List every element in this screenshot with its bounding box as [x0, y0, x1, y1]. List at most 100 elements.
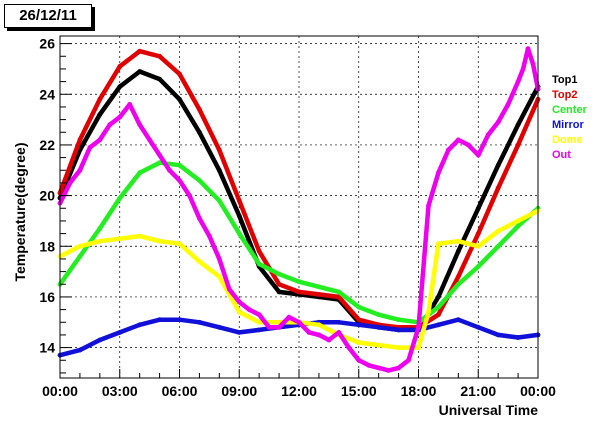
y-axis-label: Temperature(degree) [12, 142, 28, 281]
data-point-center [157, 160, 163, 166]
data-point-top2 [336, 294, 342, 300]
data-point-center [177, 162, 182, 168]
data-point-mirror [376, 324, 382, 330]
data-point-dome [77, 243, 83, 249]
x-tick-label: 06:00 [162, 383, 198, 399]
x-tick-label: 21:00 [460, 383, 496, 399]
data-point-mirror [177, 317, 182, 323]
data-point-center [117, 195, 123, 201]
data-point-out [306, 330, 312, 335]
data-point-out [426, 203, 431, 209]
data-point-dome [426, 309, 431, 315]
data-point-top2 [117, 64, 123, 69]
data-point-dome [455, 238, 461, 244]
data-point-out [117, 114, 123, 120]
data-point-dome [236, 309, 242, 315]
data-point-out [266, 324, 272, 330]
data-point-out [505, 102, 511, 107]
data-point-top1 [515, 122, 521, 128]
data-point-center [336, 289, 342, 295]
data-point-top2 [256, 248, 262, 254]
data-point-top1 [475, 205, 481, 211]
data-point-out [67, 180, 73, 186]
x-tick-label: 03:00 [102, 383, 138, 399]
data-point-top2 [157, 53, 163, 59]
y-tick-label: 16 [39, 289, 55, 305]
data-point-top1 [137, 69, 143, 74]
data-point-mirror [336, 319, 342, 325]
data-point-out [207, 233, 212, 239]
x-tick-label: 09:00 [221, 383, 257, 399]
data-point-out [515, 79, 521, 84]
y-tick-label: 18 [39, 238, 55, 254]
data-point-out [416, 324, 421, 330]
data-point-top1 [97, 112, 103, 117]
data-point-out [356, 357, 362, 363]
x-axis-label: Universal Time [439, 402, 539, 418]
data-point-out [147, 137, 153, 143]
data-point-mirror [436, 322, 441, 328]
data-point-top2 [296, 289, 302, 295]
data-point-top2 [356, 317, 362, 323]
y-tick-label: 24 [39, 86, 55, 102]
data-point-out [296, 319, 302, 325]
data-point-top1 [117, 84, 123, 90]
legend-entry-top2: Top2 [552, 89, 577, 101]
legend-entry-dome: Dome [552, 134, 583, 146]
data-point-dome [495, 228, 501, 234]
data-point-out [276, 324, 282, 330]
data-point-dome [177, 241, 182, 247]
data-point-out [77, 167, 83, 173]
x-tick-label: 18:00 [401, 383, 437, 399]
data-point-out [530, 61, 536, 67]
data-point-top2 [177, 71, 182, 77]
data-point-top2 [77, 137, 83, 143]
axis-ticks [59, 43, 539, 378]
data-point-center [236, 231, 242, 237]
data-point-center [137, 170, 143, 176]
data-point-out [475, 152, 481, 158]
data-point-dome [416, 345, 421, 350]
data-point-top2 [97, 96, 103, 102]
data-point-center [495, 243, 501, 249]
data-point-top1 [436, 294, 441, 300]
data-point-center [316, 284, 322, 290]
data-point-out [316, 332, 322, 338]
data-point-out [167, 167, 172, 173]
data-point-dome [256, 319, 262, 325]
tick-labels: 00:00 03:00 06:00 09:00 12:00 15:00 18:00 21:00… [39, 36, 556, 399]
data-point-dome [376, 342, 382, 348]
data-point-center [436, 304, 441, 310]
data-point-top2 [495, 185, 501, 191]
data-point-top1 [197, 129, 202, 135]
data-point-out [336, 330, 342, 335]
data-point-out [226, 286, 232, 292]
data-point-mirror [455, 317, 461, 323]
data-point-top2 [276, 281, 282, 287]
data-point-dome [436, 241, 441, 247]
data-point-dome [117, 236, 123, 242]
y-tick-label: 20 [39, 188, 55, 204]
data-point-out [137, 122, 143, 128]
x-tick-label: 00:00 [520, 383, 556, 399]
data-point-mirror [495, 332, 501, 338]
data-point-out [346, 345, 352, 350]
series-line-dome [57, 208, 541, 350]
data-point-mirror [97, 337, 103, 343]
x-tick-label: 00:00 [42, 383, 78, 399]
data-point-mirror [236, 330, 242, 335]
data-point-out [520, 66, 526, 72]
data-point-out [396, 365, 401, 371]
data-point-center [97, 226, 103, 231]
data-point-top2 [197, 107, 202, 112]
x-tick-label: 15:00 [341, 383, 377, 399]
data-point-out [256, 312, 262, 318]
data-point-out [177, 178, 182, 183]
data-point-mirror [356, 322, 362, 328]
data-point-mirror [396, 327, 401, 333]
data-point-out [187, 193, 192, 199]
legend-entry-center: Center [552, 104, 588, 116]
data-point-dome [515, 218, 521, 224]
data-point-out [236, 299, 242, 305]
data-point-out [107, 122, 113, 128]
